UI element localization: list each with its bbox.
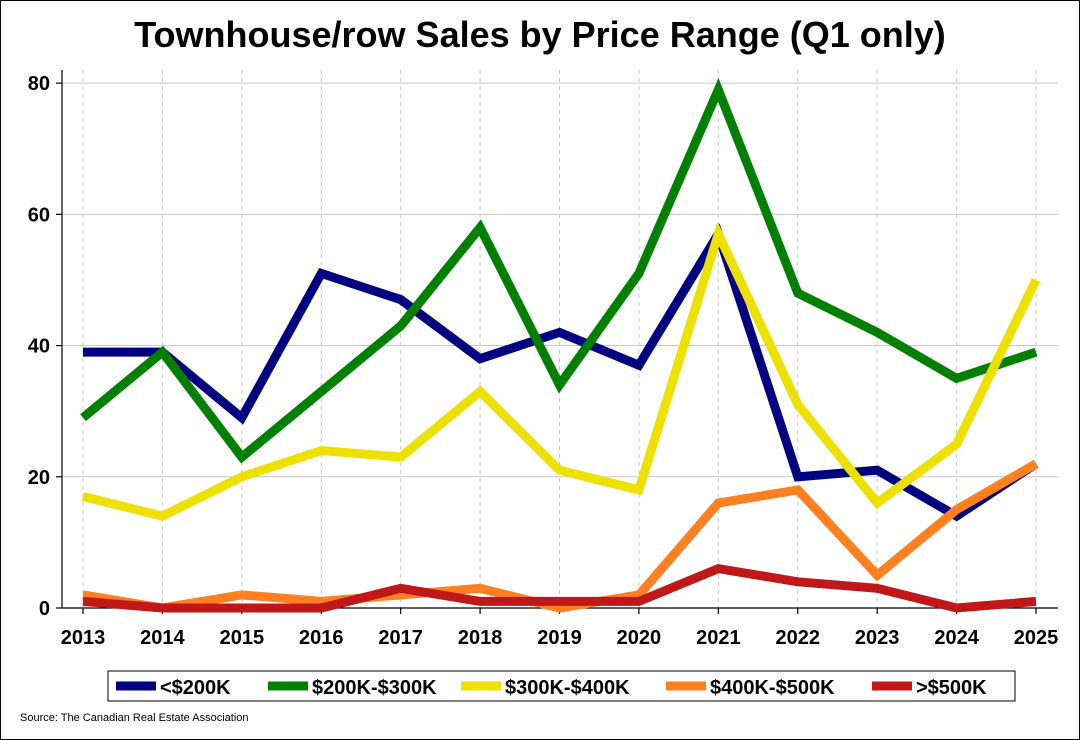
- x-tick-label: 2016: [299, 627, 344, 649]
- legend-label: <$200K: [160, 677, 231, 699]
- y-tick-label: 60: [28, 204, 50, 226]
- source-note: Source: The Canadian Real Estate Associa…: [20, 712, 249, 724]
- legend-box: [107, 670, 1016, 702]
- legend-label: $200K-$300K: [312, 677, 437, 699]
- series-line-2: [80, 77, 1038, 464]
- x-tick-label: 2024: [934, 627, 979, 649]
- x-tick-label: 2025: [1014, 627, 1059, 649]
- x-tick-label: 2019: [537, 627, 582, 649]
- x-tick-label: 2014: [140, 627, 185, 649]
- x-tick-label: 2013: [61, 627, 106, 649]
- series-line-5: [82, 563, 1037, 613]
- x-tick-label: 2018: [458, 627, 503, 649]
- y-tick-label: 0: [39, 598, 50, 620]
- y-tick-label: 40: [28, 336, 50, 358]
- x-tick-label: 2020: [617, 627, 662, 649]
- x-tick-label: 2017: [378, 627, 423, 649]
- series-line-1: [83, 223, 1039, 522]
- x-tick-label: 2021: [696, 627, 741, 649]
- y-tick-label: 80: [28, 73, 50, 95]
- series-line-3: [81, 221, 1041, 521]
- x-tick-label: 2022: [776, 627, 821, 649]
- legend-label: >$500K: [916, 677, 987, 699]
- series-line-4: [82, 459, 1039, 613]
- x-tick-label: 2023: [855, 627, 900, 649]
- legend-label: $400K-$500K: [710, 677, 835, 699]
- legend-label: $300K-$400K: [505, 677, 630, 699]
- chart-title: Townhouse/row Sales by Price Range (Q1 o…: [134, 14, 946, 55]
- y-tick-label: 20: [28, 467, 50, 489]
- x-tick-label: 2015: [220, 627, 265, 649]
